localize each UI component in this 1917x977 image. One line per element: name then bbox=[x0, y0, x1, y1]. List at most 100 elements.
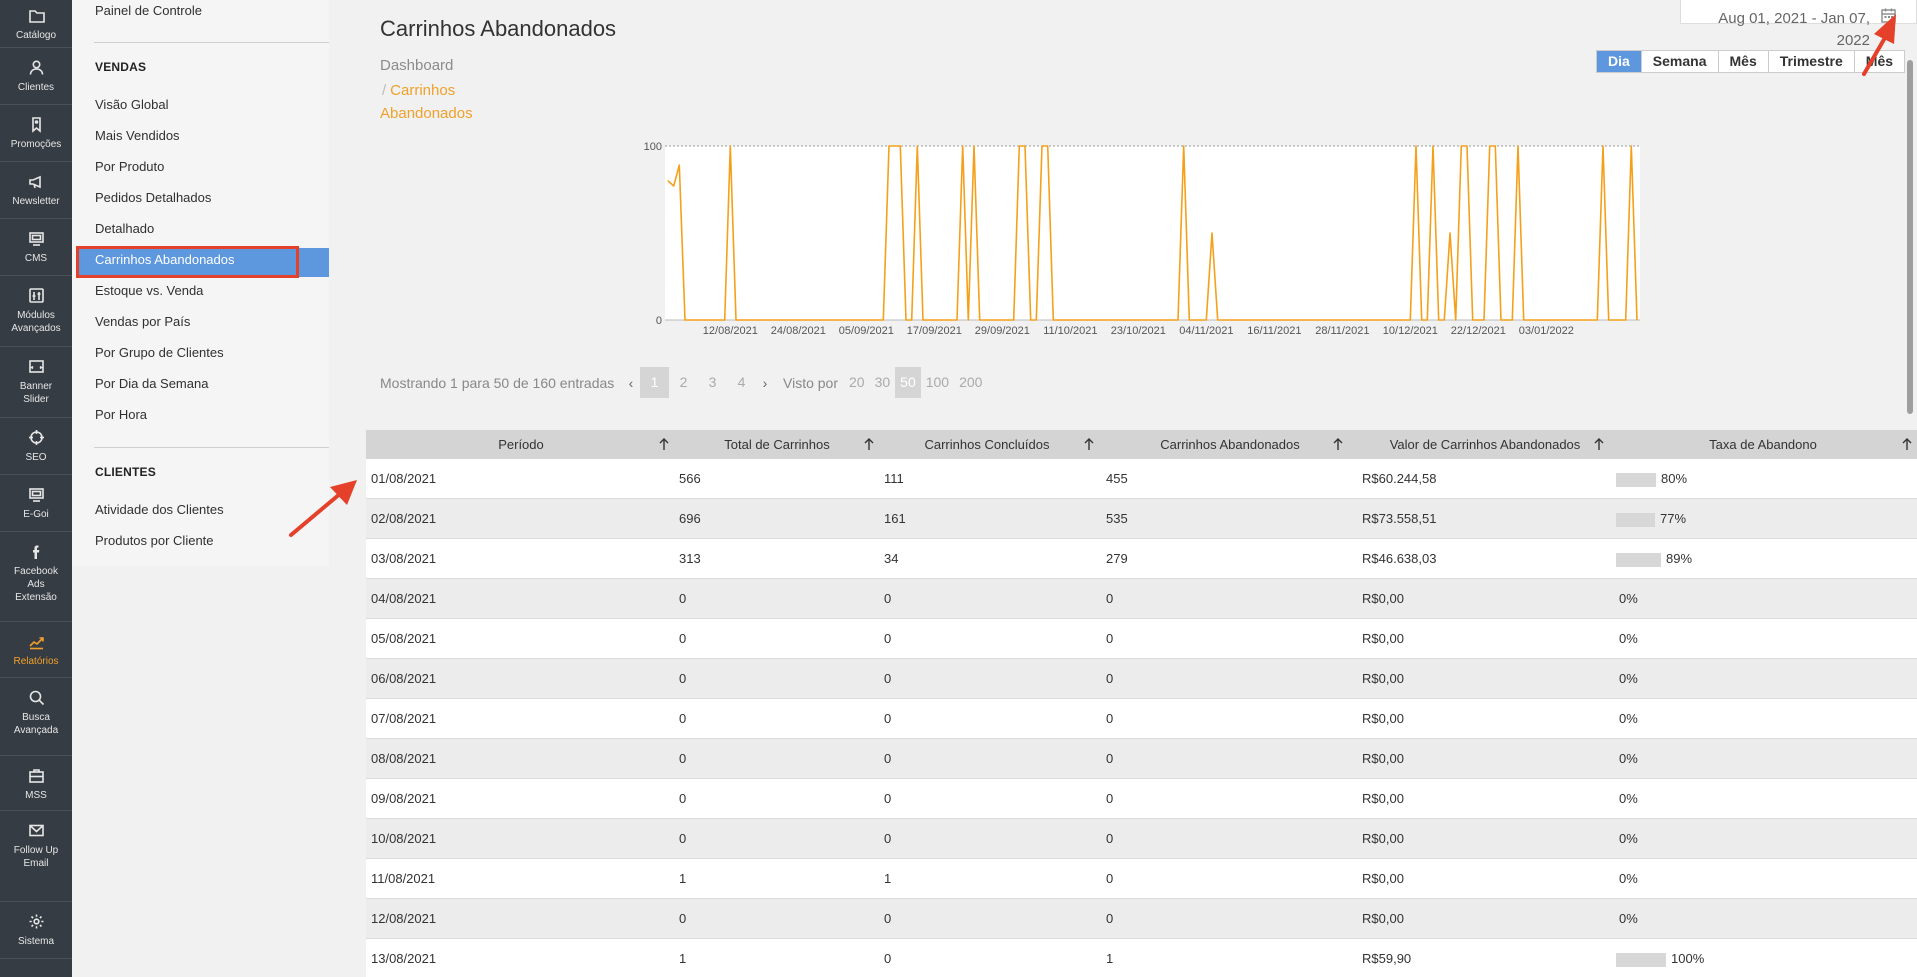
nav-item-followup[interactable]: Follow Up Email bbox=[0, 811, 72, 902]
period-tab-1[interactable]: Semana bbox=[1640, 51, 1718, 72]
submenu-item-vendas-por-pa-s[interactable]: Vendas por País bbox=[95, 314, 191, 329]
chart-point bbox=[1324, 319, 1326, 321]
abandoned-rate-chart: 0 100 12/08/2021 24/08/2021 05/09/2021 17/09/… bbox=[644, 141, 1640, 337]
submenu-item-estoque-vs-venda[interactable]: Estoque vs. Venda bbox=[95, 283, 204, 298]
nav-item-catalogo[interactable]: Catálogo bbox=[0, 0, 72, 48]
table-row[interactable]: 05/08/2021 0 0 0 R$0,00 0% bbox=[366, 619, 1917, 659]
table-row[interactable]: 09/08/2021 0 0 0 R$0,00 0% bbox=[366, 779, 1917, 819]
table-row[interactable]: 08/08/2021 0 0 0 R$0,00 0% bbox=[366, 739, 1917, 779]
user-icon bbox=[29, 60, 43, 75]
page-4-button[interactable]: 4 bbox=[737, 374, 746, 390]
cell-concluidos: 111 bbox=[884, 471, 904, 486]
nav-item-facebook[interactable]: Facebook Ads Extensão bbox=[0, 532, 72, 622]
scrollbar[interactable] bbox=[1907, 60, 1913, 414]
period-tab-2[interactable]: Mês bbox=[1717, 51, 1768, 72]
page-size-200-button[interactable]: 200 bbox=[959, 374, 983, 390]
chart-point bbox=[1613, 319, 1615, 321]
sort-arrow-icon[interactable] bbox=[658, 437, 670, 451]
sort-arrow-icon[interactable] bbox=[1593, 437, 1605, 451]
nav-item-promocoes[interactable]: Promoções bbox=[0, 105, 72, 162]
cell-concluidos: 0 bbox=[884, 671, 892, 686]
table-row[interactable]: 07/08/2021 0 0 0 R$0,00 0% bbox=[366, 699, 1917, 739]
submenu-item-detalhado[interactable]: Detalhado bbox=[95, 221, 155, 236]
page-size-20-button[interactable]: 20 bbox=[849, 374, 865, 390]
submenu-link-painel[interactable]: Painel de Controle bbox=[95, 3, 202, 18]
nav-item-mss[interactable]: MSS bbox=[0, 756, 72, 811]
sort-arrow-icon[interactable] bbox=[1901, 437, 1913, 451]
page-2-button[interactable]: 2 bbox=[679, 374, 688, 390]
chart-point bbox=[1313, 319, 1315, 321]
submenu-item-por-hora[interactable]: Por Hora bbox=[95, 407, 148, 422]
nav-item-busca[interactable]: Busca Avançada bbox=[0, 678, 72, 756]
chart-point bbox=[809, 319, 811, 321]
nav-item-relatorios[interactable]: Relatórios bbox=[0, 622, 72, 678]
nav-label: E-Goi bbox=[23, 509, 49, 520]
submenu-item-mais-vendidos[interactable]: Mais Vendidos bbox=[95, 128, 180, 143]
table-row[interactable]: 01/08/2021 566 111 455 R$60.244,58 80% bbox=[366, 459, 1917, 499]
column-header-0[interactable]: Período bbox=[498, 437, 544, 452]
chart-x-tick-label: 23/10/2021 bbox=[1111, 325, 1166, 337]
submenu-item-por-dia-da-semana[interactable]: Por Dia da Semana bbox=[95, 376, 209, 391]
cell-taxa: 0% bbox=[1619, 911, 1638, 926]
table-row[interactable]: 10/08/2021 0 0 0 R$0,00 0% bbox=[366, 819, 1917, 859]
page-3-button[interactable]: 3 bbox=[708, 374, 717, 390]
nav-item-egoi[interactable]: E-Goi bbox=[0, 475, 72, 532]
sort-arrow-icon[interactable] bbox=[863, 437, 875, 451]
submenu-item-atividade-dos-clientes[interactable]: Atividade dos Clientes bbox=[95, 502, 224, 517]
chart-x-tick-label: 17/09/2021 bbox=[907, 325, 962, 337]
submenu-item-produtos-por-cliente[interactable]: Produtos por Cliente bbox=[95, 533, 214, 548]
chart-point bbox=[1075, 319, 1077, 321]
chart-point bbox=[1013, 319, 1015, 321]
chart-point bbox=[1307, 319, 1309, 321]
sort-arrow-icon[interactable] bbox=[1332, 437, 1344, 451]
nav-item-sistema[interactable]: Sistema bbox=[0, 902, 72, 959]
chart-point bbox=[911, 319, 913, 321]
cell-valor: R$0,00 bbox=[1362, 591, 1404, 606]
submenu-divider bbox=[94, 447, 329, 448]
chart-x-tick-label: 16/11/2021 bbox=[1247, 325, 1301, 337]
submenu-item-carrinhos-abandonados[interactable]: Carrinhos Abandonados bbox=[95, 252, 235, 267]
chart-point bbox=[945, 319, 947, 321]
table-row[interactable]: 03/08/2021 313 34 279 R$46.638,03 89% bbox=[366, 539, 1917, 579]
chart-point bbox=[1602, 145, 1604, 147]
column-header-5[interactable]: Taxa de Abandono bbox=[1709, 437, 1817, 452]
breadcrumb-current-label: Carrinhos Abandonados bbox=[380, 82, 473, 122]
chart-point bbox=[973, 145, 975, 147]
table-row[interactable]: 13/08/2021 1 0 1 R$59,90 100% bbox=[366, 939, 1917, 977]
cell-concluidos: 0 bbox=[884, 711, 892, 726]
nav-item-cms[interactable]: CMS bbox=[0, 219, 72, 276]
date-range-text[interactable]: Aug 01, 2021 - Jan 07, 2022 bbox=[1718, 10, 1870, 49]
column-header-3[interactable]: Carrinhos Abandonados bbox=[1160, 437, 1300, 452]
table-row[interactable]: 06/08/2021 0 0 0 R$0,00 0% bbox=[366, 659, 1917, 699]
table-row[interactable]: 02/08/2021 696 161 535 R$73.558,51 77% bbox=[366, 499, 1917, 539]
submenu-item-por-grupo-de-clientes[interactable]: Por Grupo de Clientes bbox=[95, 345, 224, 360]
column-header-2[interactable]: Carrinhos Concluídos bbox=[924, 437, 1050, 452]
submenu-item-pedidos-detalhados[interactable]: Pedidos Detalhados bbox=[95, 190, 212, 205]
column-header-4[interactable]: Valor de Carrinhos Abandonados bbox=[1389, 437, 1581, 452]
table-row[interactable]: 11/08/2021 1 1 0 R$0,00 0% bbox=[366, 859, 1917, 899]
nav-item-newsletter[interactable]: Newsletter bbox=[0, 162, 72, 219]
period-tab-3[interactable]: Trimestre bbox=[1767, 51, 1854, 72]
column-header-1[interactable]: Total de Carrinhos bbox=[724, 437, 830, 452]
nav-item-modulos[interactable]: Módulos Avançados bbox=[0, 276, 72, 347]
nav-item-banner[interactable]: Banner Slider bbox=[0, 347, 72, 418]
chart-point bbox=[1047, 145, 1049, 147]
period-tab-0[interactable]: Dia bbox=[1597, 51, 1641, 72]
date-range-picker[interactable] bbox=[1680, 0, 1917, 24]
page-size-30-button[interactable]: 30 bbox=[874, 374, 891, 390]
chart-point bbox=[1432, 145, 1434, 147]
sort-arrow-icon[interactable] bbox=[1083, 437, 1095, 451]
breadcrumb-dashboard[interactable]: Dashboard bbox=[380, 57, 454, 74]
page-1-button[interactable]: 1 bbox=[640, 367, 669, 398]
page-size-100-button[interactable]: 100 bbox=[925, 374, 950, 390]
table-row[interactable]: 12/08/2021 0 0 0 R$0,00 0% bbox=[366, 899, 1917, 939]
nav-item-seo[interactable]: SEO bbox=[0, 418, 72, 475]
prev-page-icon[interactable]: ‹ bbox=[628, 374, 634, 391]
nav-item-clientes[interactable]: Clientes bbox=[0, 48, 72, 105]
submenu-item-por-produto[interactable]: Por Produto bbox=[95, 159, 165, 174]
submenu-item-vis-o-global[interactable]: Visão Global bbox=[95, 97, 169, 112]
page-size-50-button[interactable]: 50 bbox=[895, 367, 921, 398]
next-page-icon[interactable]: › bbox=[762, 374, 768, 391]
chart-point bbox=[962, 145, 964, 147]
table-row[interactable]: 04/08/2021 0 0 0 R$0,00 0% bbox=[366, 579, 1917, 619]
